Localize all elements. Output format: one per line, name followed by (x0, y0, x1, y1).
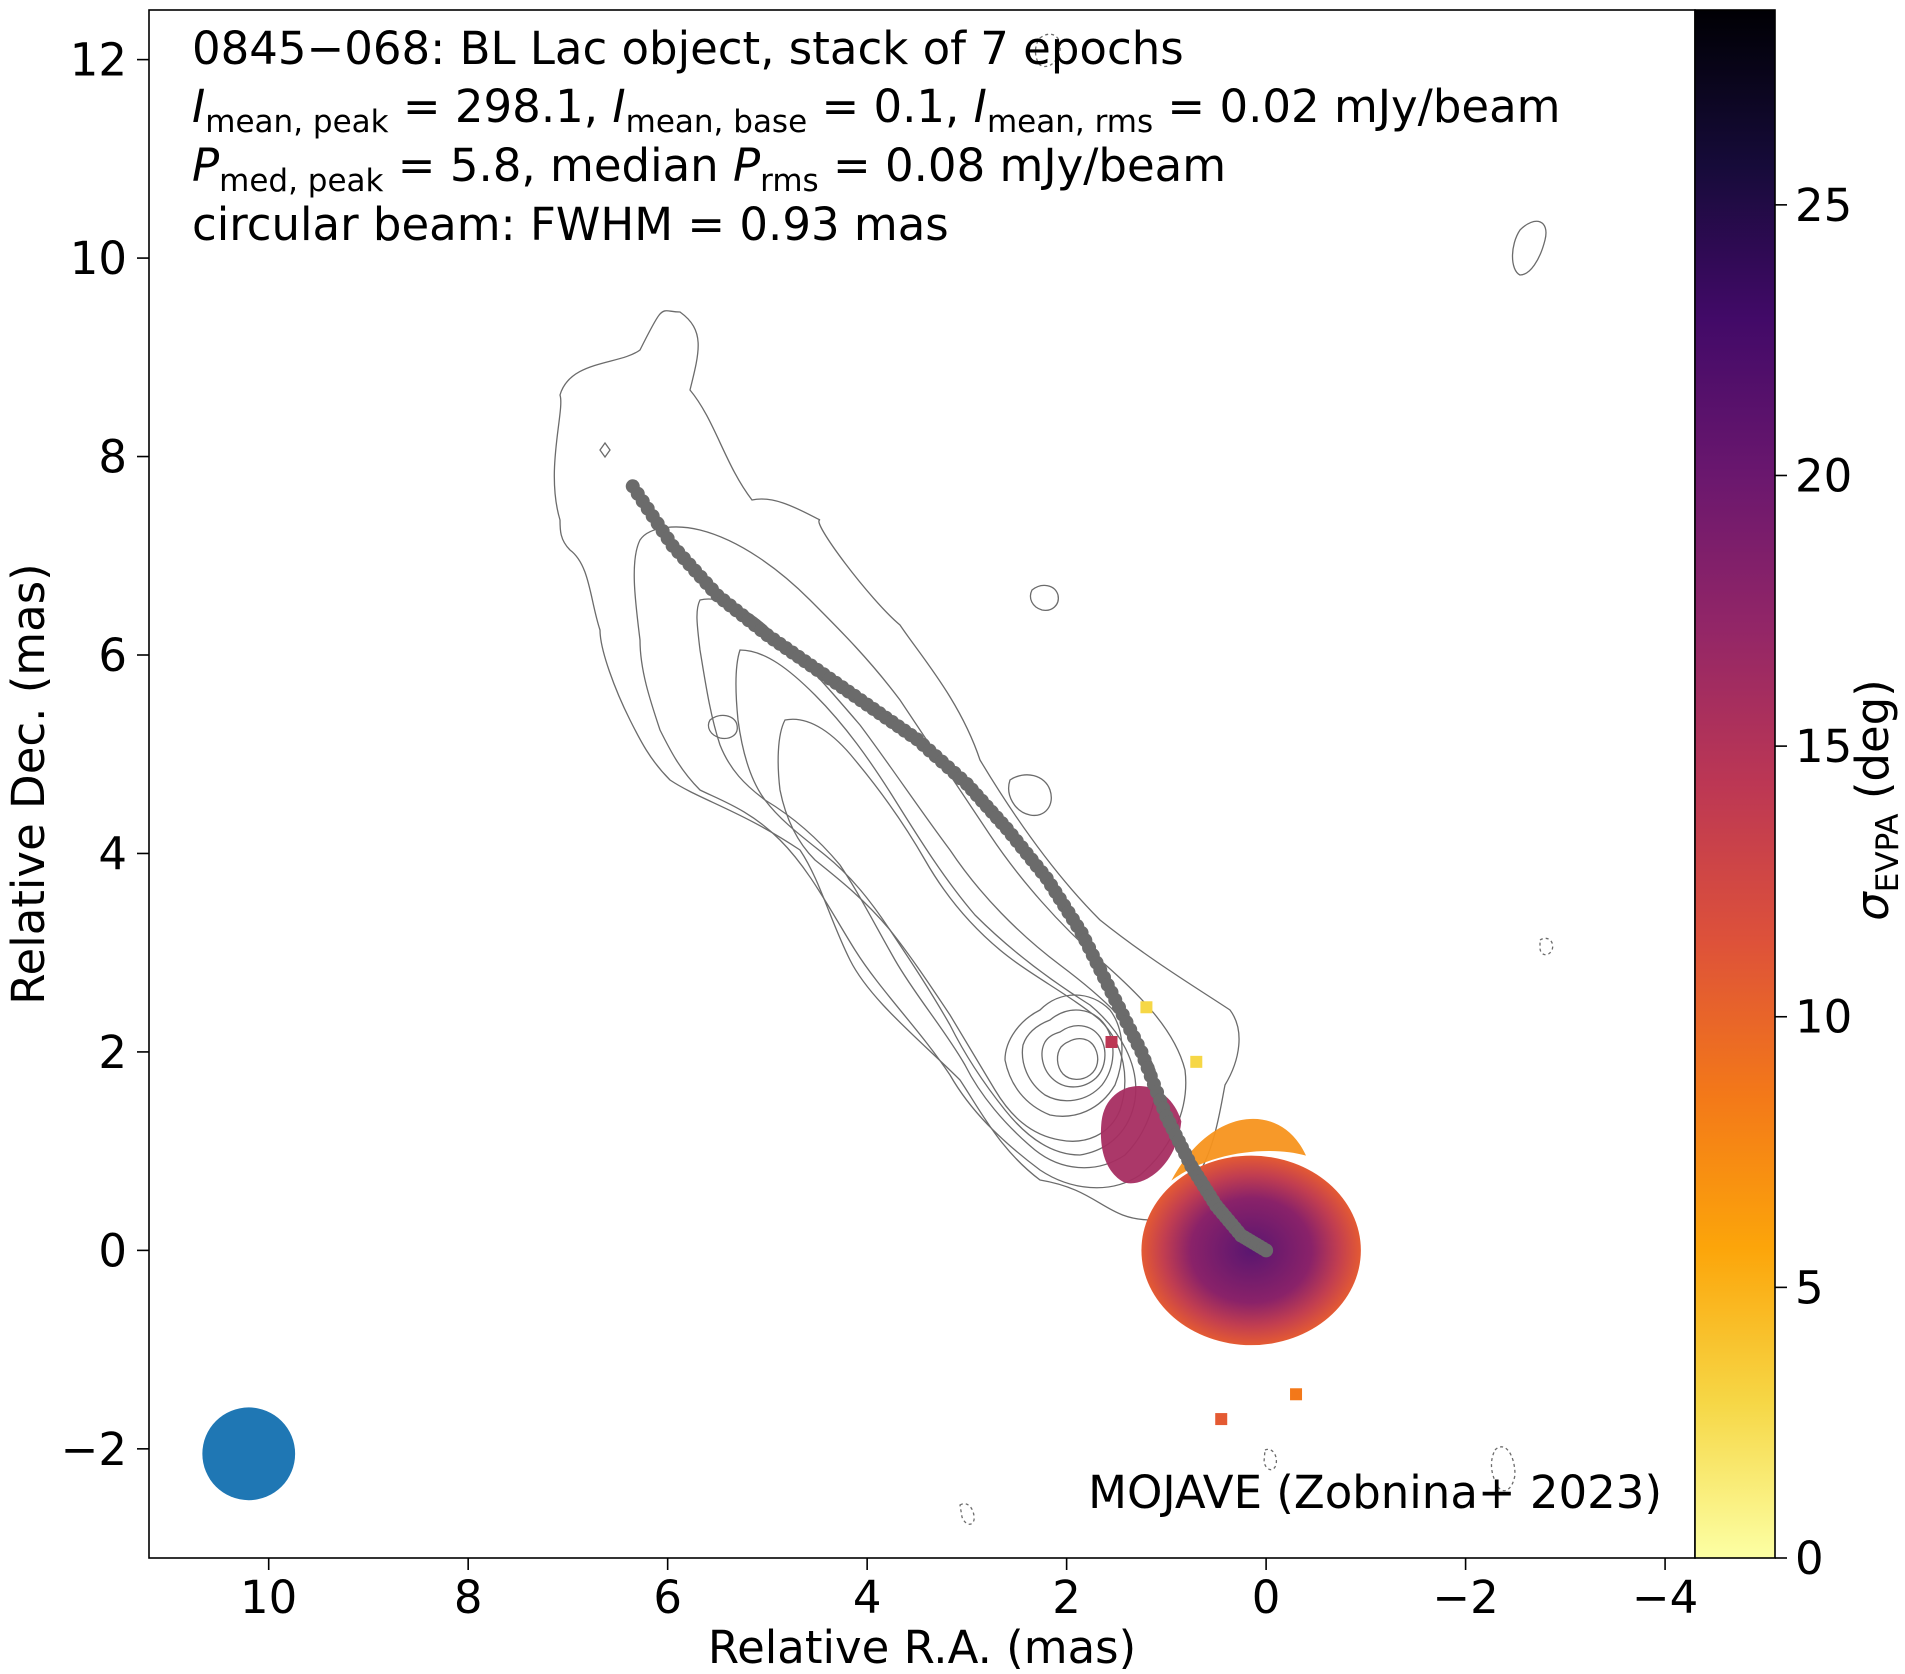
polarization-pixel (1140, 1001, 1153, 1014)
contour-island-small (599, 441, 611, 459)
colorbar-tick-label: 5 (1795, 1261, 1824, 1314)
polarization-pixel (1105, 1036, 1118, 1048)
polarization-pixel (1215, 1413, 1228, 1426)
beam-layer (202, 1407, 296, 1501)
colorbar-ticks: 0 5 10 15 20 25 (1775, 179, 1852, 1585)
y-axis-label: Relative Dec. (mas) (2, 563, 55, 1004)
x-tick-label: −4 (1632, 1571, 1698, 1624)
contour-level-6 (1004, 994, 1123, 1117)
y-tick-label: 10 (70, 232, 127, 285)
polarization-core (1141, 1155, 1361, 1346)
contour-layer (553, 33, 1554, 1525)
polarization-map (1100, 1001, 1361, 1426)
contour-level-8 (1041, 1025, 1106, 1088)
x-tick-label: 10 (240, 1571, 297, 1624)
contour-island (1008, 774, 1052, 817)
header-annotation: 0845−068: BL Lac object, stack of 7 epoc… (192, 22, 1561, 251)
contour-island-w (707, 714, 738, 740)
y-tick-label: 0 (98, 1224, 127, 1277)
annotation-line-3: Pmed, peak = 5.8, median Prms = 0.08 mJy… (192, 139, 1226, 199)
ridgeline (625, 479, 1274, 1258)
colorbar-tick-label: 0 (1795, 1532, 1824, 1585)
contour-island-ne (1511, 220, 1547, 276)
colorbar-label: σEVPA (deg) (1846, 679, 1905, 920)
y-tick-label: 12 (70, 34, 127, 87)
colorbar-tick-label: 10 (1795, 991, 1852, 1044)
contour-level-1 (553, 310, 1240, 1221)
contour-neg-2 (1490, 1446, 1516, 1492)
contour-level-7 (1021, 1009, 1114, 1102)
y-tick-label: −2 (61, 1423, 127, 1476)
annotation-line-2: Imean, peak = 298.1, Imean, base = 0.1, … (192, 80, 1561, 140)
contour-island-e (1029, 584, 1059, 611)
annotation-line-1: 0845−068: BL Lac object, stack of 7 epoc… (192, 22, 1184, 75)
x-tick-label: −2 (1432, 1571, 1498, 1624)
x-tick-label: 6 (653, 1571, 682, 1624)
beam-ellipse (202, 1407, 296, 1501)
colorbar-tick-label: 25 (1795, 179, 1852, 232)
x-axis-label: Relative R.A. (mas) (708, 1621, 1136, 1674)
colorbar-tick-label: 15 (1795, 720, 1852, 773)
y-tick-label: 8 (98, 431, 127, 484)
y-tick-label: 6 (98, 629, 127, 682)
x-axis: 10 8 6 4 2 0 −2 −4 (240, 1558, 1698, 1624)
polarization-pixel (1290, 1388, 1303, 1401)
y-tick-label: 4 (98, 827, 127, 880)
x-tick-label: 0 (1252, 1571, 1281, 1624)
x-tick-label: 2 (1052, 1571, 1081, 1624)
polarization-pixel (1190, 1055, 1203, 1068)
colorbar: 0 5 10 15 20 25 σEVPA (deg) (1694, 9, 1905, 1585)
contour-neg-3 (1263, 1448, 1278, 1471)
credit-label: MOJAVE (Zobnina+ 2023) (1088, 1466, 1662, 1519)
contour-neg-5 (1034, 33, 1061, 68)
colorbar-tick-label: 20 (1795, 449, 1852, 502)
ridgeline-point (1259, 1243, 1274, 1258)
x-tick-label: 4 (853, 1571, 882, 1624)
y-tick-label: 2 (98, 1026, 127, 1079)
contour-level-4 (735, 649, 1137, 1156)
annotation-line-4: circular beam: FWHM = 0.93 mas (192, 198, 949, 251)
contour-level-2 (633, 526, 1187, 1189)
plot-area (202, 33, 1554, 1525)
contour-level-9 (1056, 1037, 1099, 1081)
colorbar-gradient (1694, 9, 1776, 1559)
contour-neg-4 (959, 1503, 975, 1525)
contour-level-3 (696, 598, 1157, 1169)
y-axis: −2 0 2 4 6 8 10 12 (61, 34, 149, 1476)
x-tick-label: 8 (454, 1571, 483, 1624)
contour-level-5 (777, 718, 1126, 1142)
contour-neg-1 (1539, 937, 1554, 956)
polarization-rim (1171, 1118, 1307, 1181)
